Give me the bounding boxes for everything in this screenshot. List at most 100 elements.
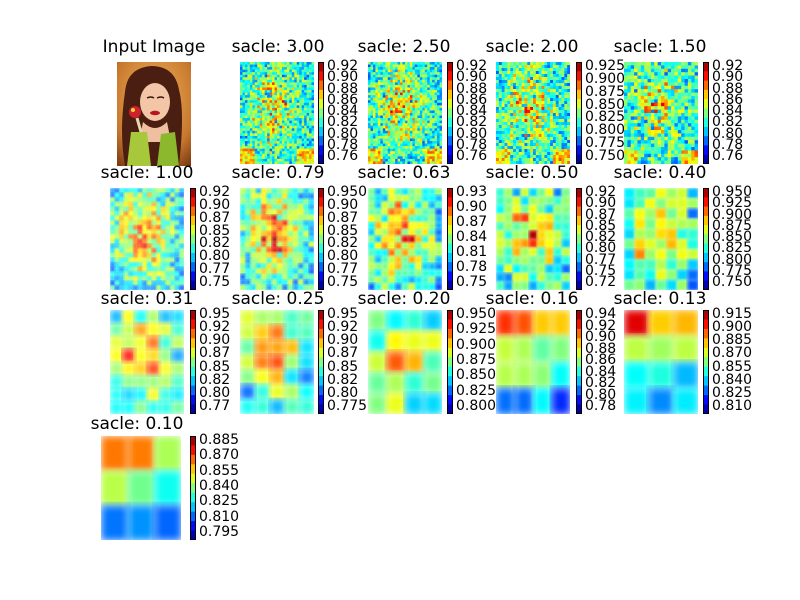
heatmap-cell	[311, 77, 314, 81]
heatmap-cell	[507, 140, 511, 144]
heatmap-cell	[271, 247, 278, 254]
heatmap-cell	[533, 74, 537, 78]
heatmap-cell	[664, 106, 669, 111]
heatmap-cell	[252, 82, 256, 86]
heatmap-cell	[434, 79, 438, 83]
heatmap-cell	[289, 87, 293, 91]
heatmap-cell	[650, 140, 655, 145]
heatmap-cell	[524, 104, 528, 108]
heatmap-cell	[510, 122, 514, 126]
colorbar-tick-label: 0.92	[456, 58, 488, 74]
heatmap-cell	[306, 113, 310, 117]
heatmap-cell	[402, 133, 406, 137]
heatmap-cell	[257, 72, 261, 76]
heatmap-cell	[281, 118, 285, 122]
heatmap-cell	[271, 198, 278, 205]
heatmap-cell	[541, 155, 545, 159]
heatmap-cell	[287, 279, 294, 286]
heatmap-cell	[279, 95, 283, 99]
heatmap-cell	[498, 122, 503, 126]
heatmap-cell	[401, 208, 409, 216]
heatmap-cell	[257, 107, 261, 112]
heatmap-cell	[392, 133, 396, 137]
heatmap-cell	[530, 68, 534, 72]
heatmap-cell	[524, 74, 528, 78]
heatmap-cell	[541, 140, 545, 144]
heatmap-cell	[561, 98, 565, 102]
heatmap-cell	[382, 148, 386, 152]
heatmap-cell	[496, 110, 500, 114]
heatmap-cell	[630, 89, 635, 94]
heatmap-cell	[372, 138, 376, 142]
heatmap-cell	[286, 153, 290, 157]
heatmap-cell	[249, 69, 253, 73]
heatmap-cell	[427, 110, 431, 114]
heatmap-cell	[368, 143, 372, 147]
heatmap-cell	[264, 151, 268, 155]
heatmap-cell	[245, 193, 252, 200]
heatmap-cell	[375, 118, 379, 122]
heatmap-cell	[311, 100, 314, 104]
heatmap-cell	[240, 252, 246, 259]
heatmap-cell	[267, 82, 271, 86]
heatmap-cell	[518, 86, 523, 90]
heatmap-cell	[298, 236, 305, 243]
heatmap-cell	[402, 107, 406, 112]
heatmap-cell	[380, 107, 384, 112]
heatmap-cell	[564, 140, 568, 144]
heatmap-cell	[252, 161, 256, 164]
colorbar-tick-label: 0.84	[456, 103, 488, 119]
heatmap-cell	[624, 157, 628, 162]
heatmap-cell	[677, 113, 682, 117]
heatmap-cell	[397, 92, 401, 96]
heatmap-cell	[530, 65, 534, 69]
heatmap-cell	[292, 247, 299, 254]
heatmap-cell	[309, 95, 313, 99]
heatmap-cell	[301, 82, 305, 86]
heatmap-cell	[661, 75, 665, 80]
heatmap-cell	[114, 239, 120, 245]
heatmap-cell	[419, 64, 423, 68]
heatmap-cell	[691, 160, 696, 164]
heatmap-cell	[254, 141, 258, 145]
heatmap-cell	[368, 215, 376, 223]
heatmap-cell	[254, 110, 258, 114]
heatmap-cell	[677, 102, 682, 107]
heatmap-cell	[245, 209, 252, 216]
heatmap-cell	[165, 215, 171, 222]
heatmap-cell	[409, 67, 413, 71]
heatmap-cell	[151, 225, 157, 231]
heatmap-cell	[387, 123, 391, 127]
heatmap-cell	[272, 67, 276, 71]
heatmap-cell	[521, 149, 526, 153]
heatmap-cell	[247, 133, 251, 137]
heatmap-cell	[527, 155, 531, 159]
heatmap-cell	[269, 158, 273, 163]
heatmap-cell	[681, 153, 686, 158]
heatmap-cell	[664, 136, 669, 141]
heatmap-cell	[309, 113, 313, 117]
heatmap-cell	[561, 146, 565, 150]
heatmap-cell	[397, 125, 401, 129]
heatmap-cell	[390, 95, 394, 99]
heatmap-cell	[524, 137, 528, 141]
heatmap-cell	[417, 110, 421, 114]
heatmap-cell	[374, 235, 383, 243]
heatmap-cell	[564, 143, 568, 147]
heatmap-cell	[267, 148, 271, 152]
heatmap-cell	[259, 79, 263, 83]
heatmap-cell	[264, 138, 268, 142]
heatmap-cell	[412, 138, 416, 142]
heatmap-cell	[421, 201, 430, 209]
heatmap-cell	[424, 67, 428, 71]
colorbar-tick-label: 0.88	[327, 80, 359, 97]
heatmap-cell	[507, 77, 511, 81]
heatmap-cell	[627, 79, 632, 83]
heatmap-cell	[272, 105, 276, 109]
heatmap-cell	[151, 197, 157, 203]
heatmap-cell	[291, 74, 295, 78]
heatmap-cell	[417, 74, 421, 78]
heatmap-cell	[524, 77, 528, 81]
heatmap-cell	[664, 157, 669, 162]
heatmap-cell	[677, 157, 682, 162]
